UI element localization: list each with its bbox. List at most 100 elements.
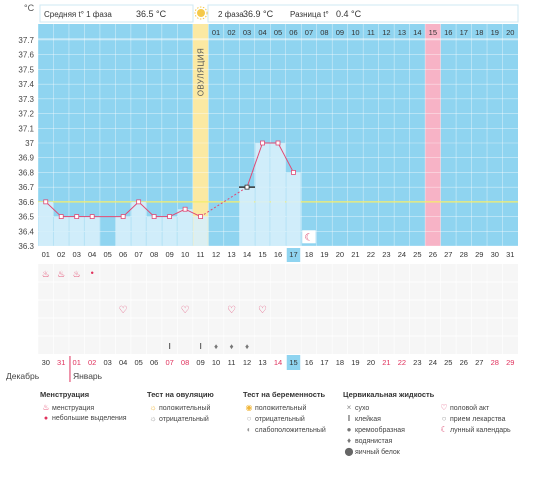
cycle-day-label: 24 (398, 250, 406, 259)
pregnancy-negative-icon: ○ (246, 414, 252, 423)
legend-title: Тест на беременность (243, 390, 326, 399)
legend-item-label: положительный (159, 405, 211, 412)
legend-item-label: яичный белок (355, 449, 400, 456)
legend-item-label: сухо (355, 405, 370, 412)
temperature-bar (84, 216, 100, 246)
highlight-day-column (425, 24, 441, 246)
data-point (291, 170, 296, 175)
calendar-day-label: 23 (413, 358, 421, 367)
calendar-day-label: 06 (150, 358, 158, 367)
moon-icon: ☾ (304, 232, 313, 243)
phase2-day-label: 02 (227, 28, 235, 37)
calendar-day-label: 14 (274, 358, 282, 367)
y-tick-label: 37 (25, 139, 34, 148)
phase2-day-label: 07 (305, 28, 313, 37)
temperature-line (246, 142, 263, 188)
small-drop-icon: ● (43, 415, 49, 422)
calendar-day-label: 27 (475, 358, 483, 367)
data-point (58, 214, 64, 219)
legend-item-label: прием лекарства (450, 416, 506, 423)
temperature-line (138, 201, 155, 217)
legend-item: ○ отрицательный (243, 413, 343, 424)
plot-area: 37.7 37.6 37.5 37.4 37.3 37.2 37.1 37 36.9 36.8 36… (6, 24, 518, 382)
phase2-day-label: 12 (382, 28, 390, 37)
diff-value: 0.4 °C (336, 9, 362, 19)
legend-item: ● кремообразная (343, 424, 438, 435)
data-point (275, 140, 281, 146)
cycle-day-label: 11 (197, 250, 205, 259)
calendar-today-highlight (286, 355, 301, 370)
data-point (167, 214, 173, 219)
y-tick-label: 37.2 (18, 110, 34, 119)
legend-pregnancy-test: Тест на беременность ◉ положительный ○ отр… (243, 388, 343, 435)
temperature-bar (286, 172, 301, 246)
phase2-label: 2 фаза (218, 10, 244, 19)
calendar-day-label: 05 (134, 358, 142, 367)
temperature-bar (146, 216, 162, 246)
cycle-day-label: 09 (165, 250, 173, 259)
cycle-day-label: 29 (475, 250, 483, 259)
month-next-label: Январь (73, 371, 103, 381)
phase2-day-label: 18 (475, 28, 483, 37)
bbt-chart: °C Средняя t° 1 фаза 36.5 °C 2 фаза 36.9… (6, 3, 519, 382)
phase1-label: Средняя t° 1 фаза (44, 10, 112, 19)
y-tick-label: 37.5 (18, 65, 34, 74)
drop-icon: ♨ (42, 403, 50, 412)
data-point (43, 199, 49, 205)
cycle-day-label: 14 (243, 250, 251, 259)
temperature-line (122, 201, 139, 217)
temperature-line (45, 201, 62, 217)
data-point (260, 140, 265, 146)
calendar-day-label: 18 (336, 358, 344, 367)
phase2-day-label: 16 (444, 28, 452, 37)
legend-item-label: кремообразная (355, 427, 405, 434)
sticky-icon: I (168, 342, 170, 351)
sun-negative-icon: ☼ (149, 414, 157, 423)
cycle-day-label: 17 (289, 250, 297, 259)
phase2-day-label: 08 (320, 28, 328, 37)
calendar-day-label: 31 (57, 358, 65, 367)
cycle-day-label: 23 (382, 250, 390, 259)
menstruation-icon: ♨ (42, 269, 50, 279)
y-tick-label: 36.3 (18, 242, 34, 251)
legend-item: ☼ положительный (147, 402, 243, 413)
sun-icon (194, 6, 208, 20)
temperature-bar (162, 216, 177, 246)
calendar-day-label: 30 (42, 358, 50, 367)
calendar-day-label: 29 (506, 358, 514, 367)
y-tick-label: 36.6 (18, 198, 34, 207)
phase2-day-label: 20 (506, 28, 514, 37)
phase2-day-label: 09 (336, 28, 344, 37)
heart-icon: ♡ (440, 403, 448, 412)
y-tick-label: 36.7 (18, 183, 34, 192)
cycle-day-label: 15 (258, 250, 266, 259)
phase2-value: 36.9 °C (243, 9, 274, 19)
calendar-day-label: 17 (320, 358, 328, 367)
legend-item-label: лунный календарь (450, 427, 511, 434)
calendar-day-label: 22 (398, 358, 406, 367)
menstruation-icon: ♨ (73, 269, 81, 279)
dry-icon: × (346, 403, 352, 412)
calendar-day-label: 12 (243, 358, 251, 367)
y-tick-label: 36.9 (18, 154, 34, 163)
temperature-line (169, 208, 186, 218)
egg-white-icon: ⬤ (344, 447, 354, 456)
temperature-line (184, 208, 201, 218)
temperature-line (277, 142, 294, 173)
phase1-value: 36.5 °C (136, 9, 167, 19)
calendar-day-label: 25 (444, 358, 452, 367)
watery-icon: ♦ (214, 342, 218, 351)
phase2-day-label: 06 (289, 28, 297, 37)
legend-item-label: отрицательный (159, 416, 209, 423)
temperature-bar (69, 216, 84, 246)
legend-other: ♡ половой акт ○ прием лекарства ☾ лунный ка… (438, 402, 548, 435)
legend-item: ⬤ яичный белок (343, 446, 438, 457)
data-point (151, 214, 157, 219)
data-point (89, 214, 95, 219)
phase2-day-label: 01 (212, 28, 220, 37)
calendar-day-label: 02 (88, 358, 96, 367)
calendar-day-label: 19 (351, 358, 359, 367)
cycle-day-row (38, 246, 518, 263)
